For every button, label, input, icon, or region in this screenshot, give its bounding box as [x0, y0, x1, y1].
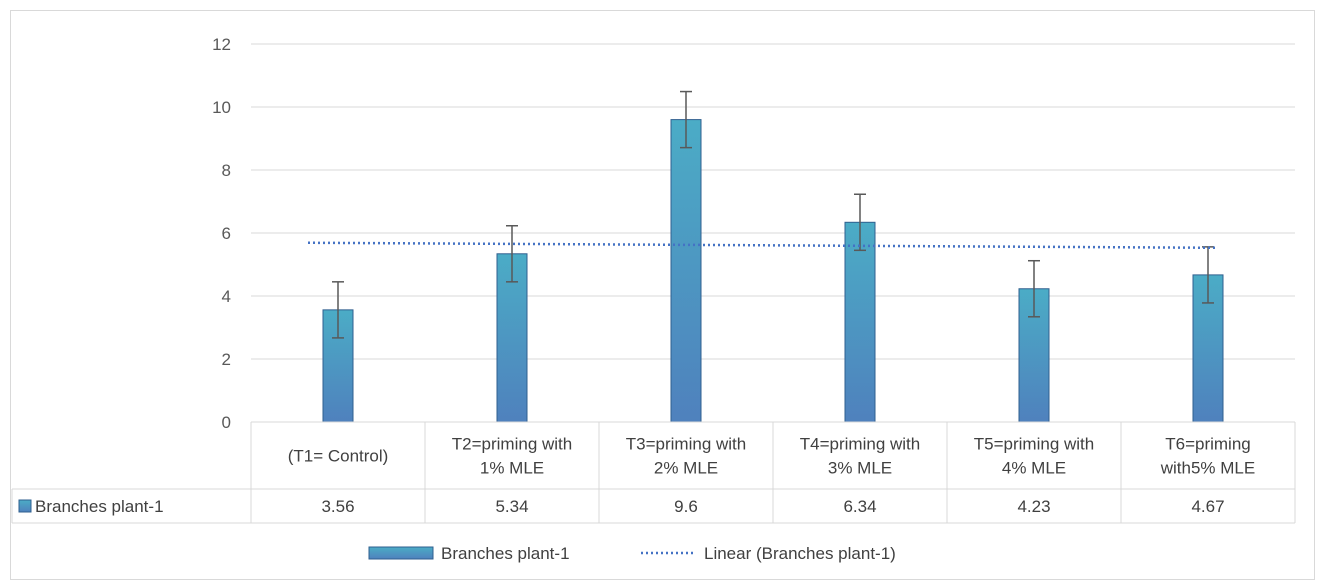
- y-tick-label: 6: [222, 224, 231, 243]
- category-label: T3=priming with: [626, 435, 746, 454]
- data-label: 4.67: [1191, 497, 1224, 516]
- category-label: 1% MLE: [480, 459, 544, 478]
- category-label: 4% MLE: [1002, 459, 1066, 478]
- category-label: T2=priming with: [452, 435, 572, 454]
- category-label: (T1= Control): [288, 447, 389, 466]
- legend-key-bar: [368, 546, 434, 560]
- gridlines: [251, 43, 1295, 360]
- bar: [844, 221, 876, 423]
- legend-label-trendline: Linear (Branches plant-1): [704, 544, 896, 563]
- data-label: 6.34: [843, 497, 876, 516]
- trendline-line: [307, 241, 1219, 250]
- bar-chart: 0 2 4 6 8 10 12 (T1= Control) 3.56 T2=priming wi…: [11, 35, 1296, 563]
- category-label: T4=priming with: [800, 435, 920, 454]
- category-label: T5=priming with: [974, 435, 1094, 454]
- y-tick-label: 12: [212, 35, 231, 54]
- data-label: 4.23: [1017, 497, 1050, 516]
- table-row-header: Branches plant-1: [35, 497, 164, 516]
- category-label: with5% MLE: [1160, 459, 1255, 478]
- y-axis-tick-labels: 0 2 4 6 8 10 12: [212, 35, 231, 432]
- error-bars: [332, 90, 1214, 339]
- data-label: 9.6: [674, 497, 698, 516]
- y-tick-label: 0: [222, 413, 231, 432]
- y-tick-label: 10: [212, 98, 231, 117]
- trendline: [307, 241, 1219, 250]
- legend: Branches plant-1 Linear (Branches plant-1…: [368, 544, 896, 563]
- data-label: 5.34: [495, 497, 528, 516]
- category-label: 3% MLE: [828, 459, 892, 478]
- data-table: (T1= Control) 3.56 T2=priming with 1% MLE 5.…: [11, 421, 1296, 524]
- data-label: 3.56: [321, 497, 354, 516]
- bars: [322, 119, 1224, 423]
- legend-label-series: Branches plant-1: [441, 544, 570, 563]
- bar: [670, 119, 702, 423]
- y-tick-label: 2: [222, 350, 231, 369]
- chart-frame: 0 2 4 6 8 10 12 (T1= Control) 3.56 T2=priming wi…: [10, 10, 1315, 580]
- table-legend-key: [18, 499, 32, 513]
- category-label: T6=priming: [1165, 435, 1251, 454]
- y-tick-label: 4: [222, 287, 231, 306]
- y-tick-label: 8: [222, 161, 231, 180]
- category-label: 2% MLE: [654, 459, 718, 478]
